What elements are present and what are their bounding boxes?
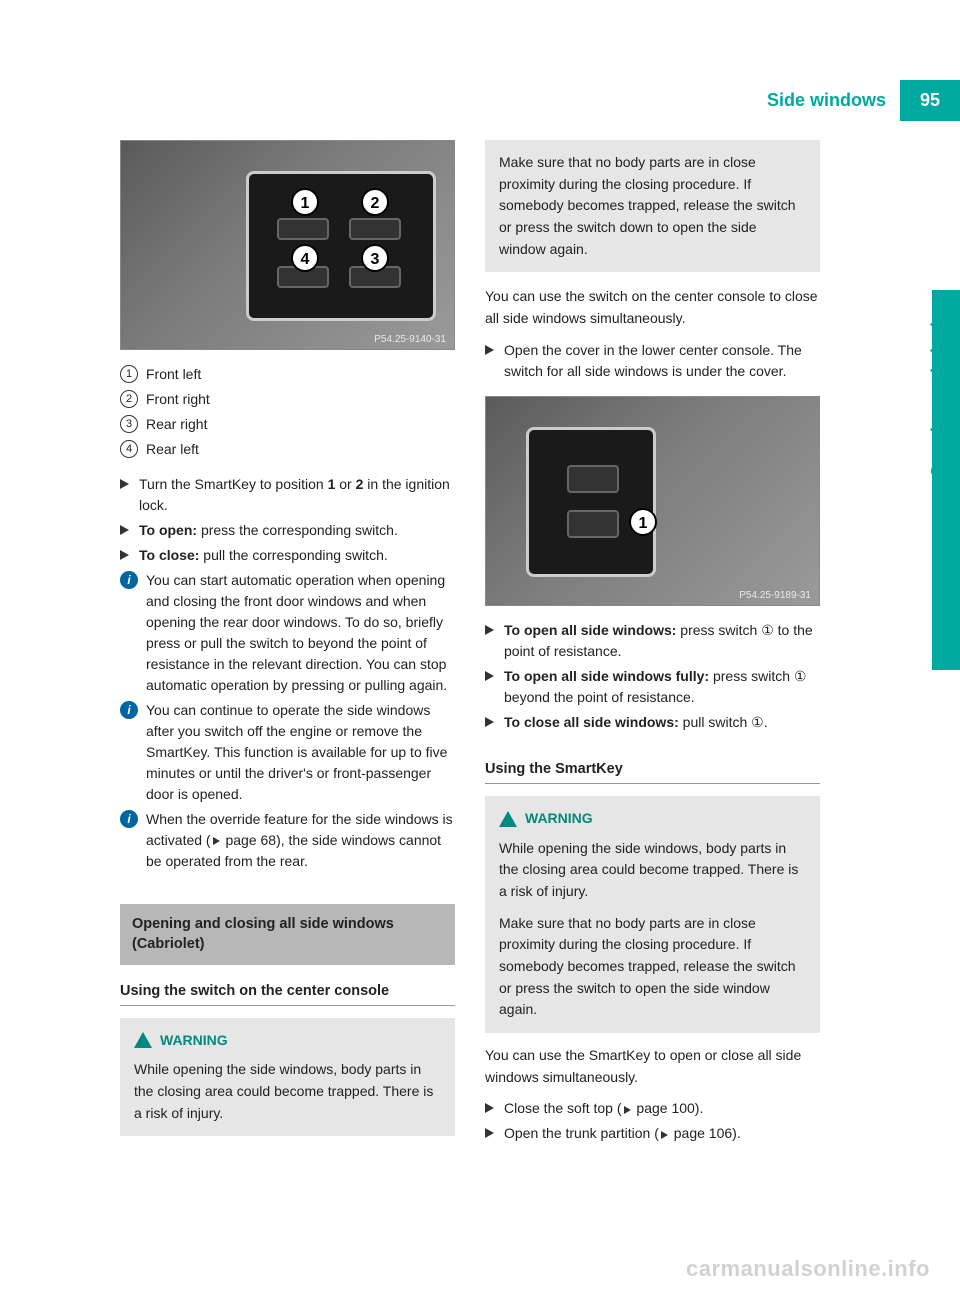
- legend-text: Front right: [146, 389, 455, 410]
- right-column: Make sure that no body parts are in clos…: [485, 140, 820, 1158]
- action-text: Turn the SmartKey to position 1 or 2 in …: [139, 474, 455, 516]
- page-content: 1 2 3 4 P54.25-9140-31 1 Front left 2 Fron…: [120, 140, 820, 1158]
- triangle-marker-icon: [120, 525, 129, 535]
- action-text: To open all side windows: press switch ①…: [504, 620, 820, 662]
- action-item: To close all side windows: pull switch ①…: [485, 712, 820, 733]
- warning-triangle-icon: [499, 811, 517, 827]
- window-switch-icon: [349, 218, 401, 240]
- action-text: To open: press the corresponding switch.: [139, 520, 455, 541]
- action-list: Open the cover in the lower center conso…: [485, 340, 820, 386]
- legend-text: Rear right: [146, 414, 455, 435]
- action-item: Close the soft top ( page 100).: [485, 1098, 820, 1119]
- figure-center-console-switch: 1 P54.25-9189-31: [485, 396, 820, 606]
- page-ref-icon: [661, 1131, 668, 1139]
- action-text: Open the trunk partition ( page 106).: [504, 1123, 820, 1144]
- triangle-marker-icon: [485, 717, 494, 727]
- warning-label: WARNING: [160, 1030, 228, 1052]
- info-text: You can start automatic operation when o…: [146, 570, 455, 696]
- triangle-marker-icon: [485, 1103, 494, 1113]
- action-text: To close: pull the corresponding switch.: [139, 545, 455, 566]
- action-item: To open all side windows fully: press sw…: [485, 666, 820, 708]
- watermark: carmanualsonline.info: [686, 1256, 930, 1282]
- triangle-marker-icon: [485, 625, 494, 635]
- info-icon: i: [120, 571, 138, 589]
- action-list: To open all side windows: press switch ①…: [485, 620, 820, 737]
- triangle-marker-icon: [120, 479, 129, 489]
- page-ref-icon: [624, 1106, 631, 1114]
- action-list: Close the soft top ( page 100). Open the…: [485, 1098, 820, 1148]
- action-item: Open the cover in the lower center conso…: [485, 340, 820, 382]
- figure-door-switches: 1 2 3 4 P54.25-9140-31: [120, 140, 455, 350]
- triangle-marker-icon: [120, 550, 129, 560]
- info-icon: i: [120, 810, 138, 828]
- callout-circle: 4: [291, 244, 319, 272]
- action-text: To open all side windows fully: press sw…: [504, 666, 820, 708]
- info-item: i You can continue to operate the side wi…: [120, 700, 455, 805]
- warning-box: WARNING While opening the side windows, …: [120, 1018, 455, 1137]
- legend-item: 3 Rear right: [120, 414, 455, 435]
- triangle-marker-icon: [485, 1128, 494, 1138]
- left-column: 1 2 3 4 P54.25-9140-31 1 Front left 2 Fron…: [120, 140, 455, 1158]
- window-switch-icon: [277, 218, 329, 240]
- warning-paragraph: Make sure that no body parts are in clos…: [499, 152, 806, 260]
- section-tab-label: Opening and closing: [928, 300, 949, 478]
- warning-header: WARNING: [499, 808, 806, 830]
- triangle-marker-icon: [485, 671, 494, 681]
- legend-text: Rear left: [146, 439, 455, 460]
- figure-inset: 1 2 3 4: [246, 171, 436, 321]
- action-item: To close: pull the corresponding switch.: [120, 545, 455, 566]
- warning-paragraph: Make sure that no body parts are in clos…: [499, 913, 806, 1021]
- window-switch-icon: [567, 510, 619, 538]
- legend-item: 2 Front right: [120, 389, 455, 410]
- action-item: Turn the SmartKey to position 1 or 2 in …: [120, 474, 455, 516]
- body-paragraph: You can use the switch on the center con…: [485, 286, 820, 329]
- callout-circle: 1: [629, 508, 657, 536]
- warning-paragraph: While opening the side windows, body par…: [134, 1059, 441, 1124]
- info-item: i You can start automatic operation when …: [120, 570, 455, 696]
- info-text: You can continue to operate the side win…: [146, 700, 455, 805]
- section-heading-box: Opening and closing all side windows (Ca…: [120, 904, 455, 965]
- figure-reference-label: P54.25-9189-31: [739, 590, 811, 601]
- callout-circle: 2: [361, 188, 389, 216]
- triangle-marker-icon: [485, 345, 494, 355]
- warning-header: WARNING: [134, 1030, 441, 1052]
- figure-reference-label: P54.25-9140-31: [374, 334, 446, 345]
- figure-legend: 1 Front left 2 Front right 3 Rear right 4 Re…: [120, 364, 455, 464]
- action-item: To open: press the corresponding switch.: [120, 520, 455, 541]
- action-text: Close the soft top ( page 100).: [504, 1098, 820, 1119]
- window-switch-icon: [567, 465, 619, 493]
- subheading: Using the switch on the center console: [120, 983, 455, 1006]
- page-header: Side windows 95: [767, 80, 960, 121]
- warning-triangle-icon: [134, 1032, 152, 1048]
- page-ref-icon: [213, 837, 220, 845]
- legend-marker: 3: [120, 415, 138, 433]
- action-text: To close all side windows: pull switch ①…: [504, 712, 820, 733]
- info-text: When the override feature for the side w…: [146, 809, 455, 872]
- warning-box-continued: Make sure that no body parts are in clos…: [485, 140, 820, 272]
- action-item: To open all side windows: press switch ①…: [485, 620, 820, 662]
- callout-circle: 1: [291, 188, 319, 216]
- figure-inset: 1: [526, 427, 656, 577]
- action-list: Turn the SmartKey to position 1 or 2 in …: [120, 474, 455, 876]
- callout-circle: 3: [361, 244, 389, 272]
- action-text: Open the cover in the lower center conso…: [504, 340, 820, 382]
- page-number: 95: [900, 80, 960, 121]
- warning-label: WARNING: [525, 808, 593, 830]
- info-item: i When the override feature for the side …: [120, 809, 455, 872]
- body-paragraph: You can use the SmartKey to open or clos…: [485, 1045, 820, 1088]
- warning-paragraph: While opening the side windows, body par…: [499, 838, 806, 903]
- legend-item: 1 Front left: [120, 364, 455, 385]
- legend-marker: 2: [120, 390, 138, 408]
- info-icon: i: [120, 701, 138, 719]
- action-item: Open the trunk partition ( page 106).: [485, 1123, 820, 1144]
- header-section-title: Side windows: [767, 80, 900, 121]
- warning-box: WARNING While opening the side windows, …: [485, 796, 820, 1033]
- legend-text: Front left: [146, 364, 455, 385]
- subheading: Using the SmartKey: [485, 761, 820, 784]
- legend-item: 4 Rear left: [120, 439, 455, 460]
- legend-marker: 4: [120, 440, 138, 458]
- legend-marker: 1: [120, 365, 138, 383]
